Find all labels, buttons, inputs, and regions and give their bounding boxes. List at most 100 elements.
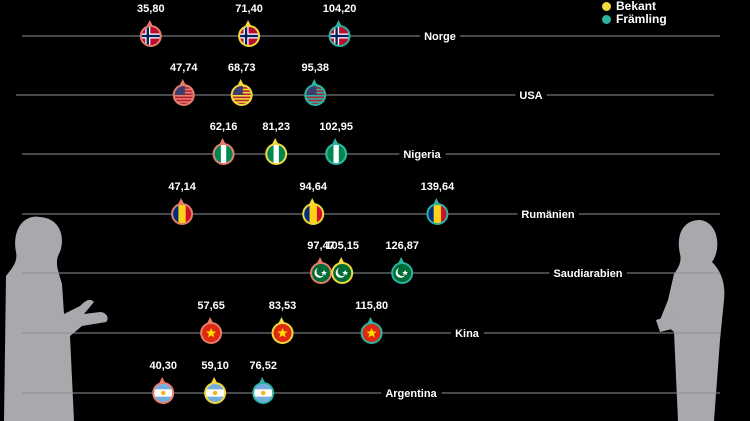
marker-pointer: [178, 198, 185, 204]
country-label-argentina: Argentina: [385, 388, 437, 400]
value-label: 95,38: [301, 62, 329, 74]
data-point-usa-2: 68,73: [228, 62, 256, 106]
data-point-usa-1: 47,74: [170, 62, 198, 106]
marker-pointer: [219, 138, 226, 144]
marker-pointer: [245, 20, 252, 26]
country-label-backing: [517, 206, 579, 222]
nigeria-flag: [267, 145, 286, 163]
value-label: 57,65: [197, 300, 225, 312]
data-point-saudiarabien-2: 105,15: [325, 240, 359, 284]
data-point-kina-3: 115,80: [355, 300, 388, 344]
country-label-norge: Norge: [424, 31, 456, 43]
data-point-norge-2: 71,40: [235, 3, 263, 47]
marker-pointer: [367, 317, 374, 323]
value-label: 47,74: [170, 62, 198, 74]
country-label-nigeria: Nigeria: [403, 149, 441, 161]
country-label-rumnien: Rumänien: [521, 209, 574, 221]
row-norge: Norge 35,80 71,40 104,20: [22, 3, 720, 47]
row-nigeria: Nigeria 62,16 81,23 102,95: [22, 121, 720, 165]
data-point-argentina-3: 76,52: [249, 360, 277, 404]
legend-item-framling: Främling: [602, 13, 667, 26]
value-label: 94,64: [299, 181, 327, 193]
marker-pointer: [211, 377, 218, 383]
data-point-rumnien-2: 94,64: [299, 181, 328, 225]
value-label: 115,80: [355, 300, 388, 312]
data-point-rumnien-3: 139,64: [421, 181, 455, 225]
value-label: 76,52: [249, 360, 277, 372]
legend-item-bekant: Bekant: [602, 0, 667, 13]
romania-flag: [428, 205, 447, 223]
nigeria-flag: [214, 145, 233, 163]
country-label-backing: [515, 87, 547, 103]
marker-pointer: [159, 377, 166, 383]
romania-flag: [304, 205, 323, 223]
data-point-argentina-2: 59,10: [201, 360, 229, 404]
legend-label-framling: Främling: [616, 12, 667, 26]
saudi-arabia-flag: [333, 264, 352, 282]
data-point-nigeria-3: 102,95: [319, 121, 353, 165]
usa-flag: [174, 86, 193, 104]
value-label: 97,47: [307, 240, 335, 252]
romania-flag: [173, 205, 192, 223]
marker-pointer: [207, 317, 214, 323]
marker-pointer: [259, 377, 266, 383]
value-label: 83,53: [269, 300, 297, 312]
data-point-saudiarabien-1: 97,47: [307, 240, 335, 284]
value-label: 102,95: [319, 121, 353, 133]
country-label-usa: USA: [519, 90, 542, 102]
nigeria-flag: [327, 145, 346, 163]
norway-flag: [240, 27, 259, 45]
marker-pointer: [311, 79, 318, 85]
marker-pointer: [338, 257, 345, 263]
marker-pointer: [398, 257, 405, 263]
country-label-backing: [549, 265, 627, 281]
legend-label-bekant: Bekant: [616, 0, 657, 13]
legend-swatch-bekant: [602, 2, 611, 11]
value-label: 68,73: [228, 62, 256, 74]
marker-pointer: [237, 79, 244, 85]
value-label: 105,15: [325, 240, 359, 252]
data-point-norge-1: 35,80: [137, 3, 165, 47]
data-point-nigeria-2: 81,23: [262, 121, 290, 165]
row-argentina: Argentina 40,30 59,10 76,52: [22, 360, 720, 404]
value-label: 47,14: [168, 181, 196, 193]
marker-pointer: [332, 138, 339, 144]
marker-pointer: [309, 198, 316, 204]
china-flag: [273, 324, 292, 342]
argentina-flag: [206, 384, 225, 402]
man-silhouette-icon: [656, 220, 725, 421]
data-point-argentina-1: 40,30: [149, 360, 177, 404]
data-point-nigeria-1: 62,16: [210, 121, 238, 165]
country-label-backing: [420, 28, 460, 44]
data-point-usa-3: 95,38: [301, 62, 329, 106]
value-label: 71,40: [235, 3, 263, 15]
country-label-backing: [381, 385, 442, 401]
country-label-kina: Kina: [455, 328, 480, 340]
data-point-rumnien-1: 47,14: [168, 181, 197, 225]
marker-pointer: [278, 317, 285, 323]
saudi-arabia-flag: [312, 264, 331, 282]
legend: Bekant Främling: [602, 0, 667, 26]
country-label-saudiarabien: Saudiarabien: [553, 268, 622, 280]
country-label-backing: [451, 325, 484, 341]
data-point-norge-3: 104,20: [323, 3, 357, 47]
norway-flag: [330, 27, 349, 45]
argentina-flag: [154, 384, 173, 402]
value-label: 104,20: [323, 3, 357, 15]
value-label: 126,87: [385, 240, 419, 252]
value-label: 81,23: [262, 121, 290, 133]
value-label: 62,16: [210, 121, 238, 133]
argentina-flag: [254, 384, 273, 402]
row-usa: USA 47,74 68,73 95,38: [16, 62, 714, 106]
marker-pointer: [317, 257, 324, 263]
row-kina: Kina 57,65 83,53 115,80: [22, 300, 720, 344]
china-flag: [202, 324, 221, 342]
usa-flag: [306, 86, 325, 104]
norway-flag: [141, 27, 160, 45]
value-label: 59,10: [201, 360, 229, 372]
woman-silhouette-icon: [4, 216, 108, 421]
data-point-kina-1: 57,65: [197, 300, 225, 344]
